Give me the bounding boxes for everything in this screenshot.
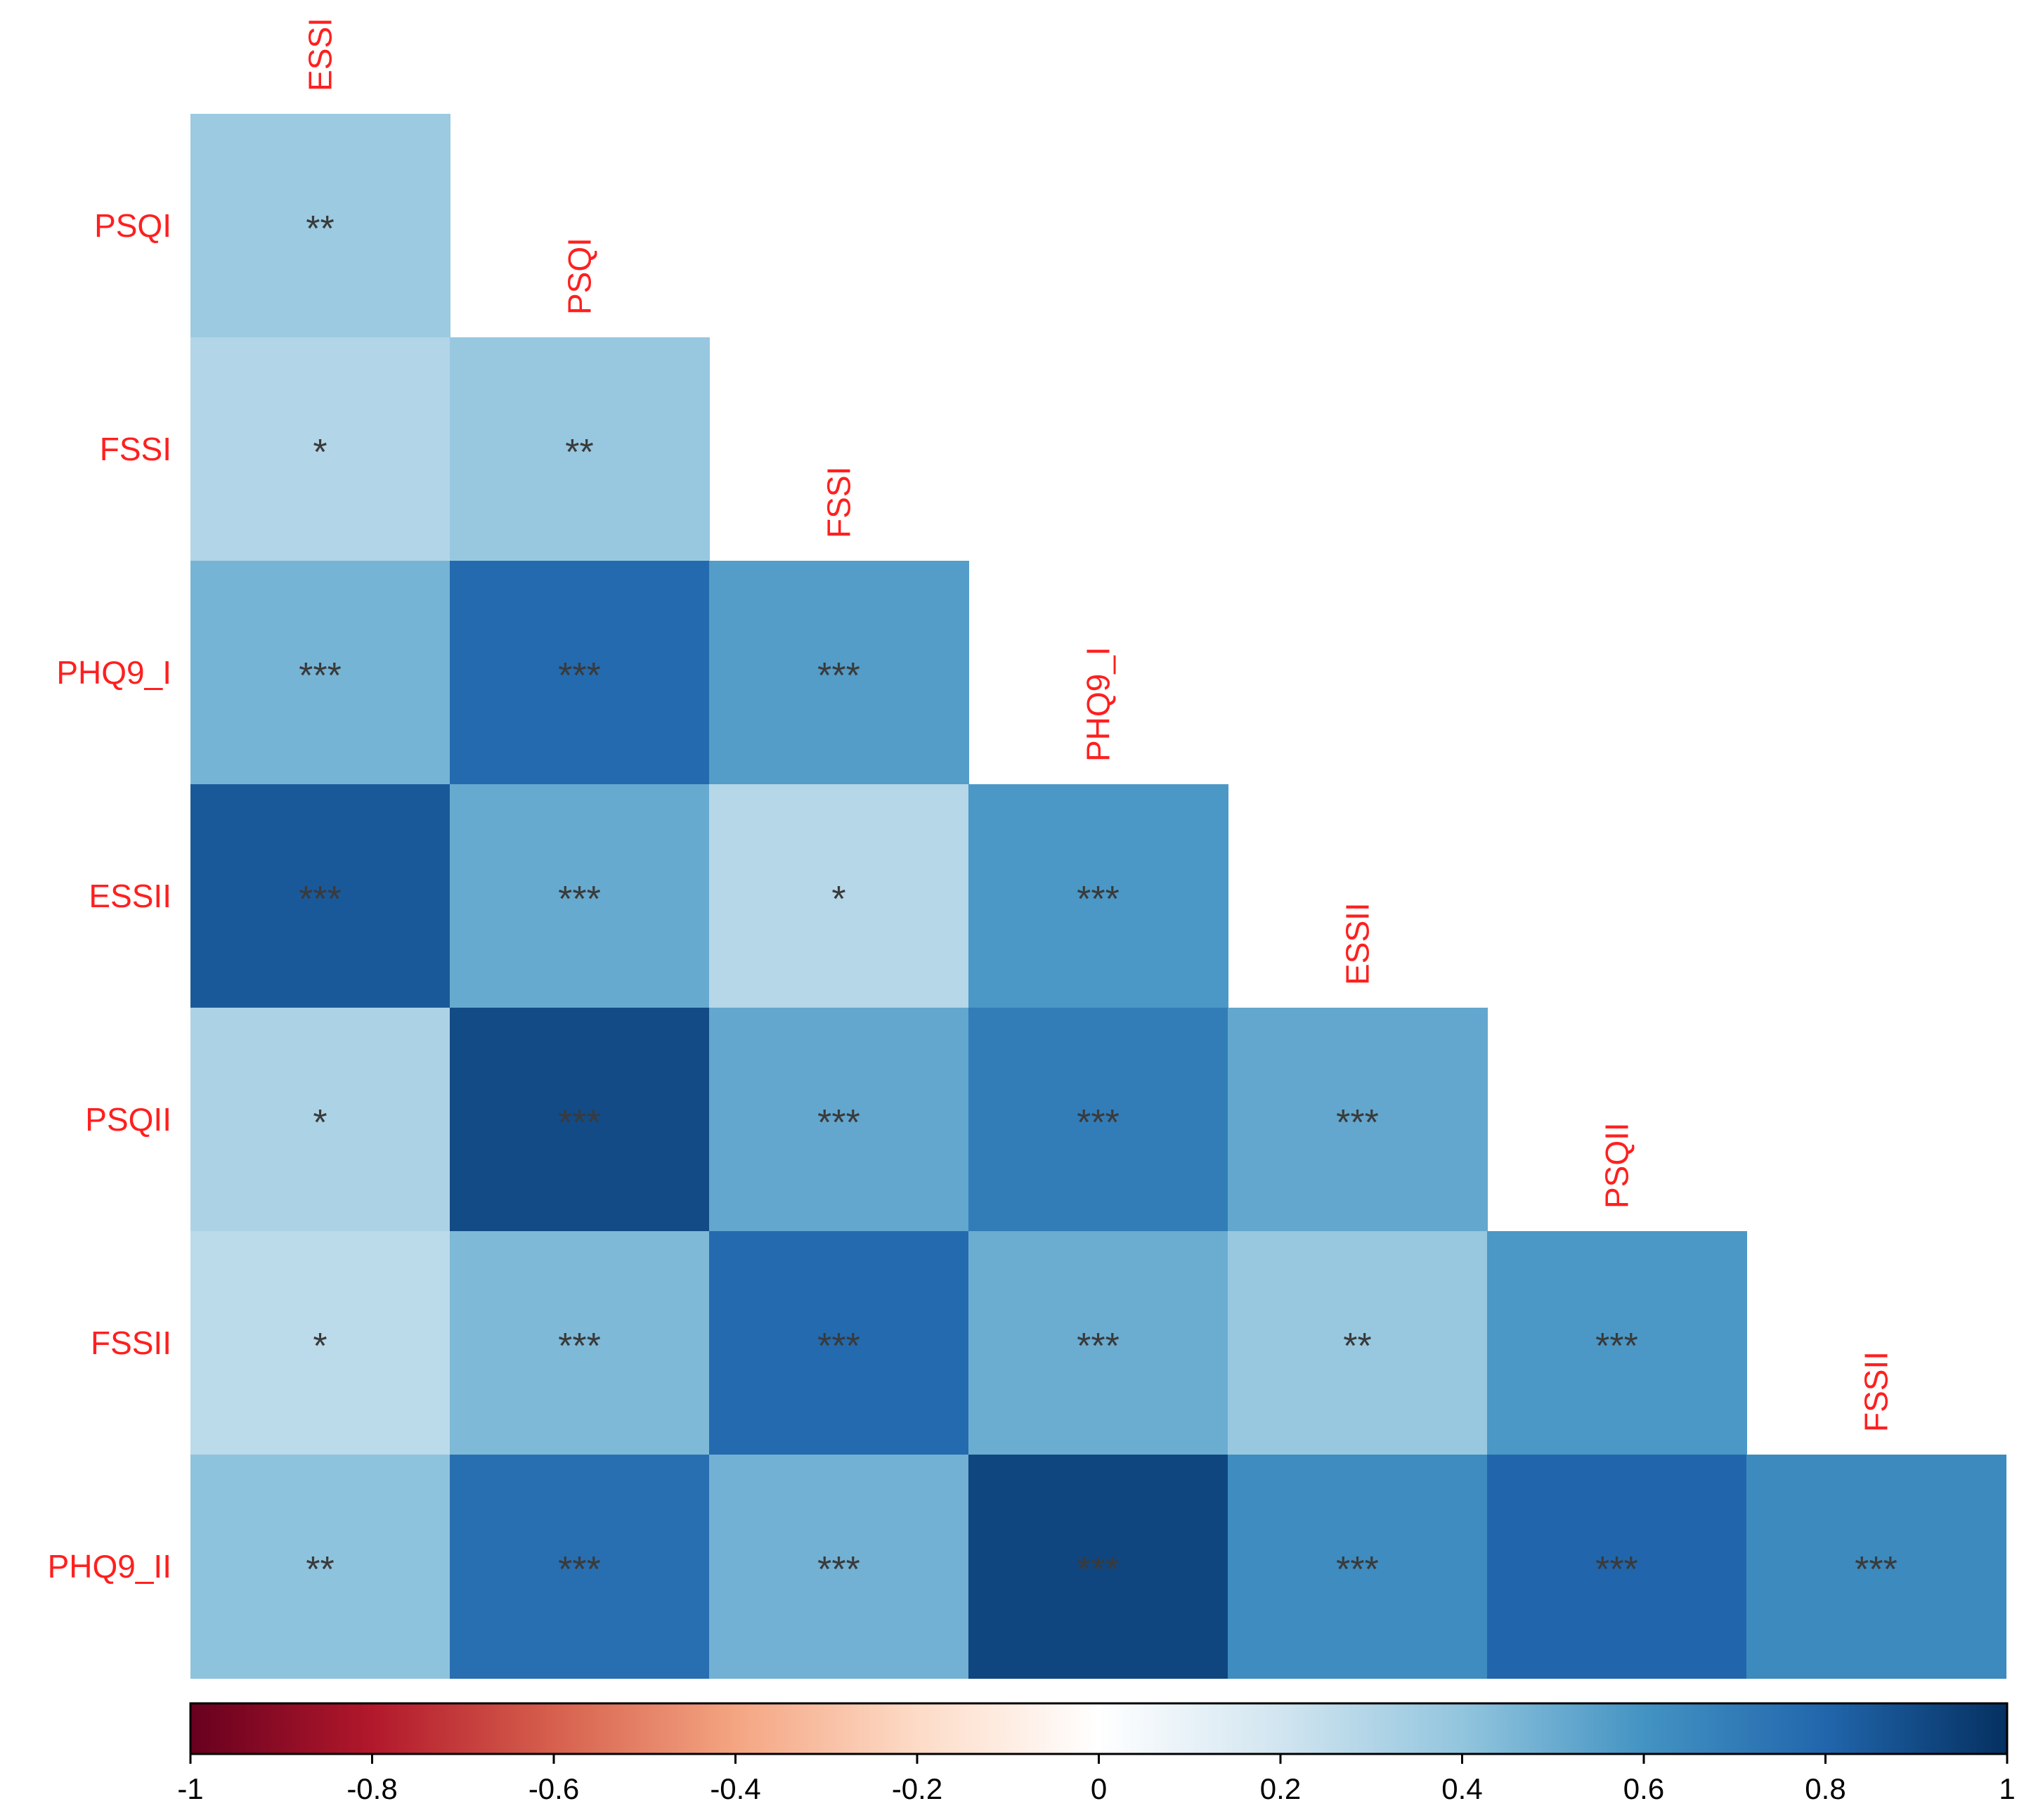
cell-PSQII-ESSI [190, 1008, 450, 1232]
cell-FSSII-PHQ9_I [968, 1231, 1228, 1455]
cell-ESSII-ESSI [190, 784, 450, 1008]
colorbar-tick-label: 0 [1091, 1772, 1107, 1805]
significance-marker: * [313, 432, 327, 473]
row-label-PHQ9_I: PHQ9_I [56, 654, 171, 691]
column-label-FSSI: FSSI [821, 467, 857, 538]
colorbar-tick-label: 0.4 [1441, 1772, 1482, 1805]
cell-PHQ9_II-PHQ9_I [968, 1455, 1228, 1679]
colorbar: -1 -0.8 -0.6 -0.4 -0.2 0 0.2 0.4 0.6 0.8 1 [177, 1702, 2016, 1805]
column-label-ESSII: ESSII [1339, 902, 1376, 985]
significance-marker: *** [1336, 1103, 1379, 1143]
significance-marker: *** [1595, 1326, 1638, 1367]
cell-ESSII-PHQ9_I [968, 784, 1228, 1008]
significance-marker: *** [817, 656, 860, 696]
significance-marker: *** [558, 656, 601, 696]
row-label-ESSII: ESSII [89, 878, 171, 914]
significance-marker: ** [1343, 1326, 1371, 1367]
colorbar-gradient [189, 1702, 2009, 1755]
significance-marker: ** [306, 1549, 334, 1590]
cell-PHQ9_II-ESSII [1228, 1455, 1488, 1679]
significance-marker: *** [1077, 1103, 1120, 1143]
cell-FSSII-PSQII [1487, 1231, 1747, 1455]
colorbar-tick-label: -0.6 [528, 1772, 579, 1805]
significance-marker: *** [1077, 879, 1120, 920]
cell-PSQII-PHQ9_I [968, 1008, 1228, 1232]
colorbar-tick-label: -0.8 [346, 1772, 397, 1805]
cell-ESSII-FSSI [709, 784, 969, 1008]
cell-PHQ9_II-PSQI [450, 1455, 710, 1679]
colorbar-tick-label: 1 [1999, 1772, 2015, 1805]
colorbar-tick-label: 0.6 [1623, 1772, 1664, 1805]
cell-PSQII-ESSII [1228, 1008, 1488, 1232]
column-label-PHQ9_I: PHQ9_I [1080, 646, 1117, 762]
significance-marker: *** [1077, 1326, 1120, 1367]
significance-marker: *** [1595, 1549, 1638, 1590]
significance-marker: *** [1336, 1549, 1379, 1590]
cell-PSQI-ESSI [190, 114, 450, 338]
significance-marker: *** [817, 1103, 860, 1143]
significance-marker: * [313, 1103, 327, 1143]
cell-PSQII-FSSI [709, 1008, 969, 1232]
colorbar-tick-label: 0.8 [1805, 1772, 1845, 1805]
cell-PHQ9_II-FSSII [1746, 1455, 2006, 1679]
cell-FSSI-ESSI [190, 337, 450, 561]
cell-FSSII-PSQI [450, 1231, 710, 1455]
row-label-FSSI: FSSI [100, 431, 171, 467]
cell-ESSII-PSQI [450, 784, 710, 1008]
cell-PHQ9_II-FSSI [709, 1455, 969, 1679]
heatmap-cells [190, 114, 2006, 1679]
colorbar-tick-label: 0.2 [1260, 1772, 1301, 1805]
column-label-ESSI: ESSI [302, 18, 339, 91]
column-label-FSSII: FSSII [1858, 1351, 1895, 1432]
significance-marker: * [831, 879, 845, 920]
diagonal-labels: ESSI PSQI FSSI PHQ9_I ESSII PSQII FSSII [302, 18, 1895, 1432]
cell-FSSII-ESSI [190, 1231, 450, 1455]
column-label-PSQI: PSQI [562, 238, 598, 315]
significance-marker: *** [817, 1549, 860, 1590]
significance-marker: * [313, 1326, 327, 1367]
significance-marker: ** [306, 209, 334, 249]
cell-PHQ9_I-FSSI [709, 561, 969, 785]
cell-PHQ9_II-ESSI [190, 1455, 450, 1679]
significance-marker: *** [299, 656, 342, 696]
colorbar-tick-label: -0.4 [710, 1772, 760, 1805]
significance-marker: *** [817, 1326, 860, 1367]
cell-PHQ9_I-PSQI [450, 561, 710, 785]
cell-PSQII-PSQI [450, 1008, 710, 1232]
cell-FSSII-ESSII [1228, 1231, 1488, 1455]
row-label-PHQ9_II: PHQ9_II [48, 1548, 171, 1585]
significance-marker: *** [299, 879, 342, 920]
significance-markers: *** ***** *** ****** *** * **** *** *** *** **** **… [299, 209, 1897, 1590]
significance-marker: *** [558, 1326, 601, 1367]
significance-marker: *** [558, 1549, 601, 1590]
cell-PHQ9_II-PSQII [1487, 1455, 1747, 1679]
column-label-PSQII: PSQII [1599, 1122, 1635, 1209]
significance-marker: ** [565, 432, 593, 473]
cell-PHQ9_I-ESSI [190, 561, 450, 785]
row-labels: PSQI FSSI PHQ9_I ESSII PSQII FSSII PHQ9_II [48, 207, 171, 1585]
row-label-PSQII: PSQII [85, 1101, 171, 1138]
colorbar-tick-label: -1 [177, 1772, 203, 1805]
significance-marker: *** [558, 879, 601, 920]
significance-marker: *** [1855, 1549, 1897, 1590]
significance-marker: *** [558, 1103, 601, 1143]
significance-marker: *** [1077, 1549, 1120, 1590]
colorbar-tick-label: -0.2 [892, 1772, 942, 1805]
row-label-PSQI: PSQI [94, 207, 171, 244]
cell-FSSI-PSQI [450, 337, 710, 561]
row-label-FSSII: FSSII [91, 1325, 171, 1361]
cell-FSSII-FSSI [709, 1231, 969, 1455]
